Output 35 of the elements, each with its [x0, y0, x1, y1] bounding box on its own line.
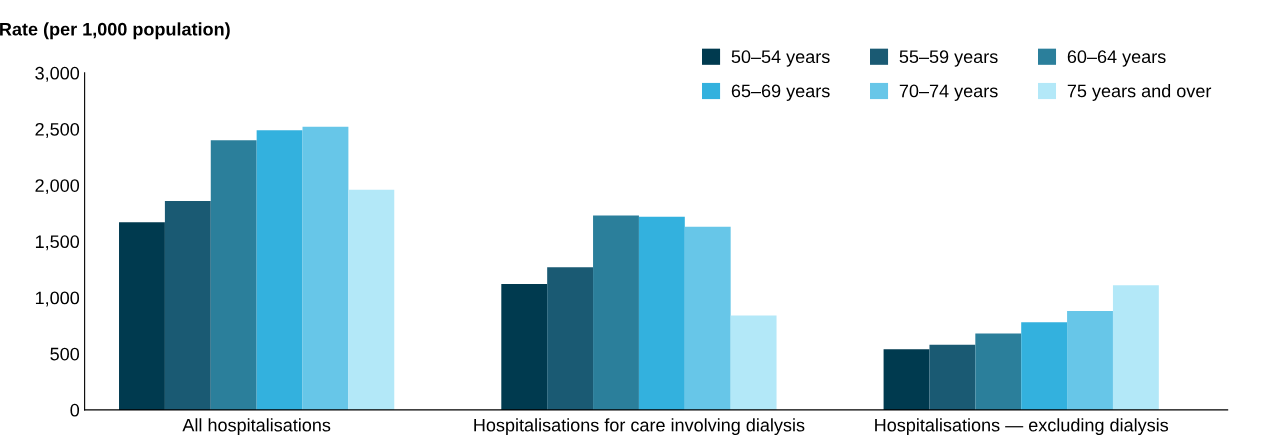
bar	[684, 226, 731, 410]
bar	[501, 284, 548, 410]
legend-label: 50–54 years	[731, 50, 830, 67]
bar	[975, 333, 1022, 410]
bar	[119, 222, 165, 410]
x-tick-label: Hospitalisations — excluding dialysis	[875, 418, 1169, 436]
bar	[547, 267, 594, 410]
bar	[883, 349, 930, 410]
bar	[256, 130, 303, 410]
legend-label: 70–74 years	[899, 84, 998, 101]
bar	[1021, 322, 1068, 410]
bar	[210, 140, 257, 410]
x-tick-label: Hospitalisations for care involving dialysis	[474, 418, 805, 436]
y-tick-label: 0	[70, 403, 80, 417]
bar	[1067, 311, 1113, 410]
bar	[730, 315, 777, 410]
y-tick-label: 500	[50, 347, 80, 361]
legend-label: 55–59 years	[899, 50, 998, 67]
bar	[1112, 285, 1159, 410]
y-tick-label: 2,000	[35, 179, 80, 195]
x-tick-label: All hospitalisations	[182, 418, 331, 436]
bar	[302, 126, 349, 410]
legend-label: 75 years and over	[1067, 84, 1212, 101]
legend-label: 65–69 years	[731, 84, 830, 101]
bar	[164, 200, 211, 410]
y-tick-label: 2,500	[35, 122, 80, 138]
bar	[593, 215, 639, 410]
y-tick-label: 3,000	[35, 66, 80, 82]
bar	[929, 344, 976, 410]
bar	[638, 216, 685, 410]
legend-label: 60–64 years	[1067, 50, 1166, 67]
bar	[348, 189, 395, 410]
y-axis-title: Rate (per 1,000 population)	[0, 22, 230, 40]
y-tick-label: 1,000	[35, 291, 80, 307]
y-tick-label: 1,500	[35, 235, 80, 251]
